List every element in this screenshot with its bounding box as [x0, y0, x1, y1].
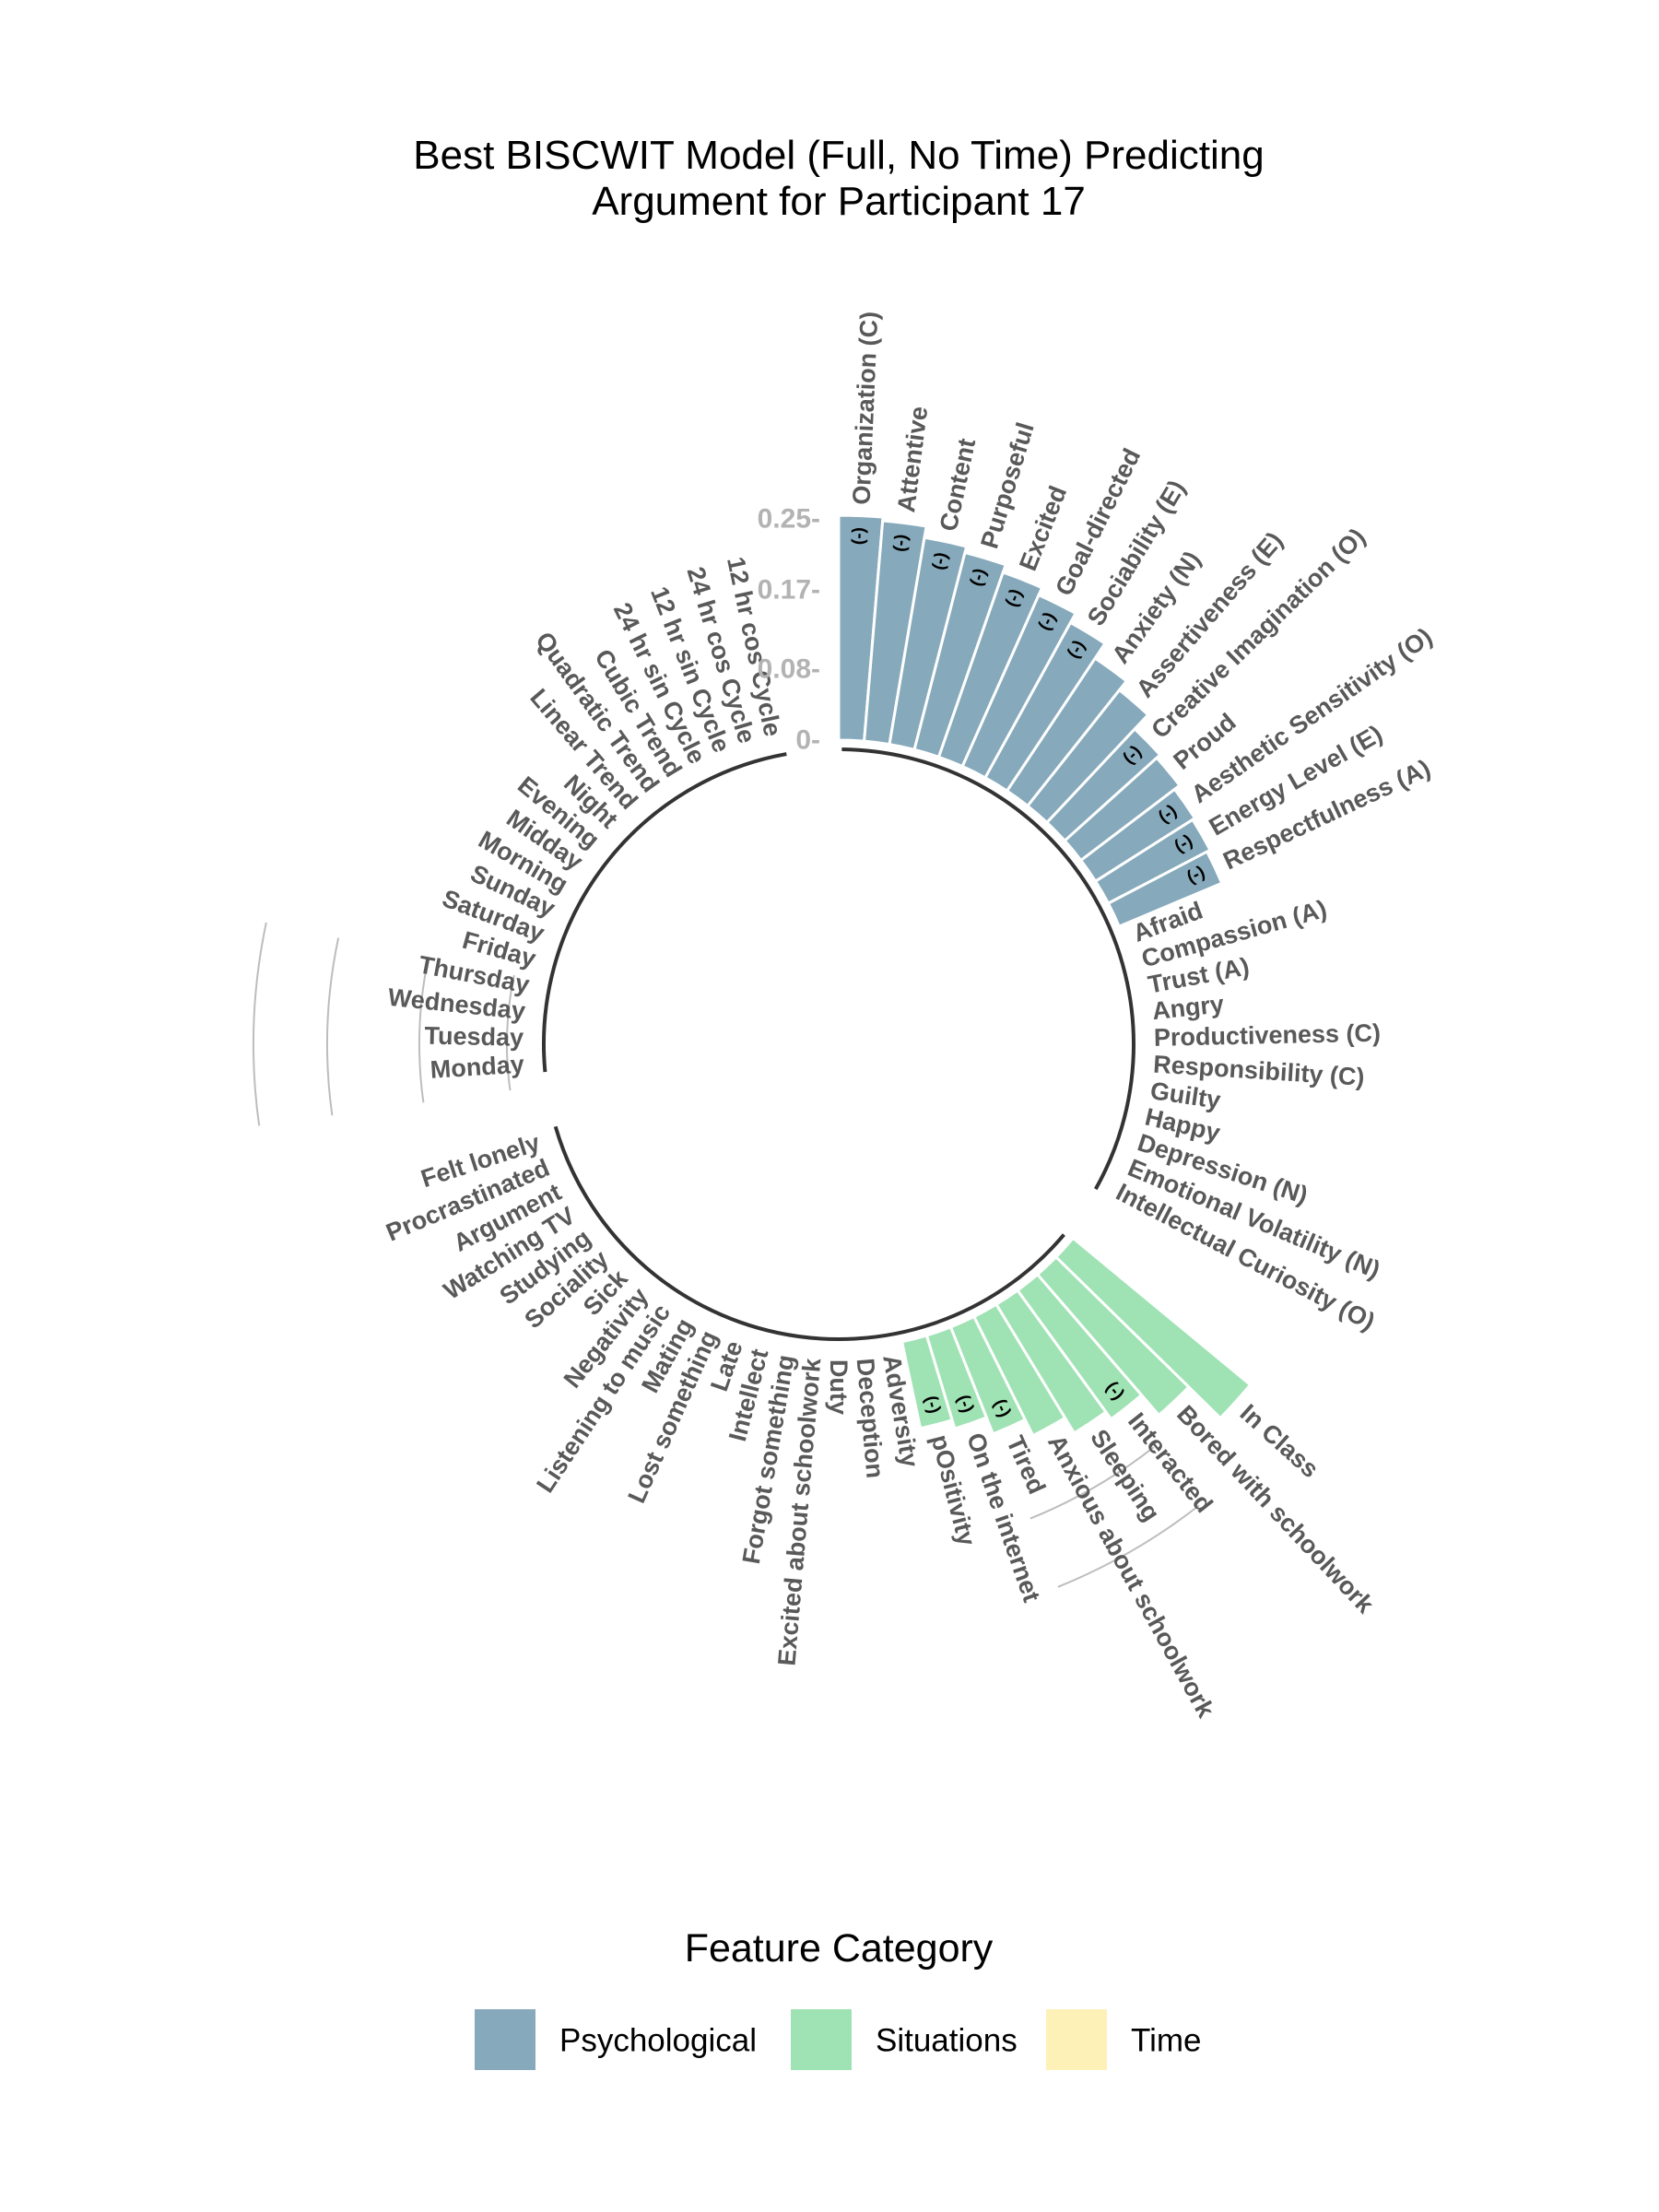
- group-baseline-arcs: [542, 747, 1135, 1341]
- bar-0-4: [936, 571, 1044, 769]
- group-arc-2: [542, 752, 787, 1073]
- decor-arc-1-2: [326, 937, 340, 1116]
- bar-1-0: [1053, 1236, 1253, 1420]
- legend-label-0: Psychological: [559, 2023, 757, 2059]
- bar-0-2: [888, 535, 969, 752]
- legend-label-2: Time: [1131, 2023, 1201, 2059]
- sign-label-0-1: (-): [891, 534, 912, 553]
- bar-0-3: [912, 550, 1008, 759]
- sign-label-1-7: (-): [920, 1394, 943, 1417]
- category-label-2-1: Tuesday: [424, 1022, 524, 1052]
- legend-swatch-2: [1046, 2009, 1107, 2070]
- bar-1-1: [1035, 1254, 1191, 1418]
- chart-title-line-1: Best BISCWIT Model (Full, No Time) Predi…: [413, 133, 1264, 178]
- sign-label-0-2: (-): [930, 551, 952, 572]
- legend: Psychological Situations Time: [475, 2009, 1201, 2070]
- legend-swatch-1: [791, 2009, 852, 2070]
- category-label-1-10: Duty: [825, 1359, 853, 1415]
- radial-axis: 0- 0.08- 0.17- 0.25-: [758, 504, 820, 756]
- bar-0-12: [1093, 818, 1213, 906]
- group-arc-1: [553, 1125, 1065, 1341]
- bar-1-6: [924, 1324, 989, 1430]
- category-label-0-18: Productiveness (C): [1154, 1019, 1382, 1052]
- category-label-2-0: Monday: [429, 1051, 525, 1084]
- category-label-0-0: Organization (C): [848, 311, 884, 505]
- y-tick-label-3: 0.25-: [758, 504, 820, 535]
- bar-0-1: [862, 519, 928, 747]
- decor-arc-1-1: [418, 957, 429, 1103]
- legend-label-1: Situations: [876, 2023, 1018, 2059]
- bar-0-0: [837, 513, 885, 743]
- bar-0-5: [960, 593, 1078, 780]
- chart-title-line-2: Argument for Participant 17: [592, 179, 1086, 224]
- sign-label-0-0: (-): [850, 527, 870, 546]
- bar-1-4: [971, 1302, 1067, 1438]
- bars-layer: [837, 513, 1253, 1438]
- y-tick-label-1: 0.08-: [758, 654, 820, 685]
- bar-0-7: [1005, 656, 1129, 808]
- decor-arc-1-0: [506, 974, 515, 1091]
- y-tick-label-2: 0.17-: [758, 574, 820, 605]
- bar-0-8: [1025, 688, 1150, 825]
- decor-arc-0-3: [1057, 1504, 1200, 1588]
- category-label-0-1: Attentive: [892, 405, 933, 513]
- bar-1-3: [994, 1288, 1108, 1435]
- legend-title: Feature Category: [685, 1926, 994, 1971]
- bar-0-13: [1106, 850, 1224, 929]
- bar-1-7: [900, 1334, 954, 1430]
- bar-0-9: [1044, 726, 1162, 843]
- category-label-0-2: Content: [935, 436, 982, 534]
- y-tick-label-0: 0-: [795, 725, 820, 756]
- bar-1-2: [1015, 1272, 1144, 1421]
- legend-swatch-0: [475, 2009, 535, 2070]
- decor-arc-0-2: [1030, 1446, 1155, 1520]
- bar-0-6: [982, 620, 1107, 794]
- group-arc-0: [841, 747, 1135, 1191]
- decor-arc-1-3: [253, 922, 267, 1126]
- bar-0-11: [1078, 787, 1197, 884]
- bar-1-5: [948, 1314, 1028, 1436]
- bar-0-10: [1063, 756, 1182, 863]
